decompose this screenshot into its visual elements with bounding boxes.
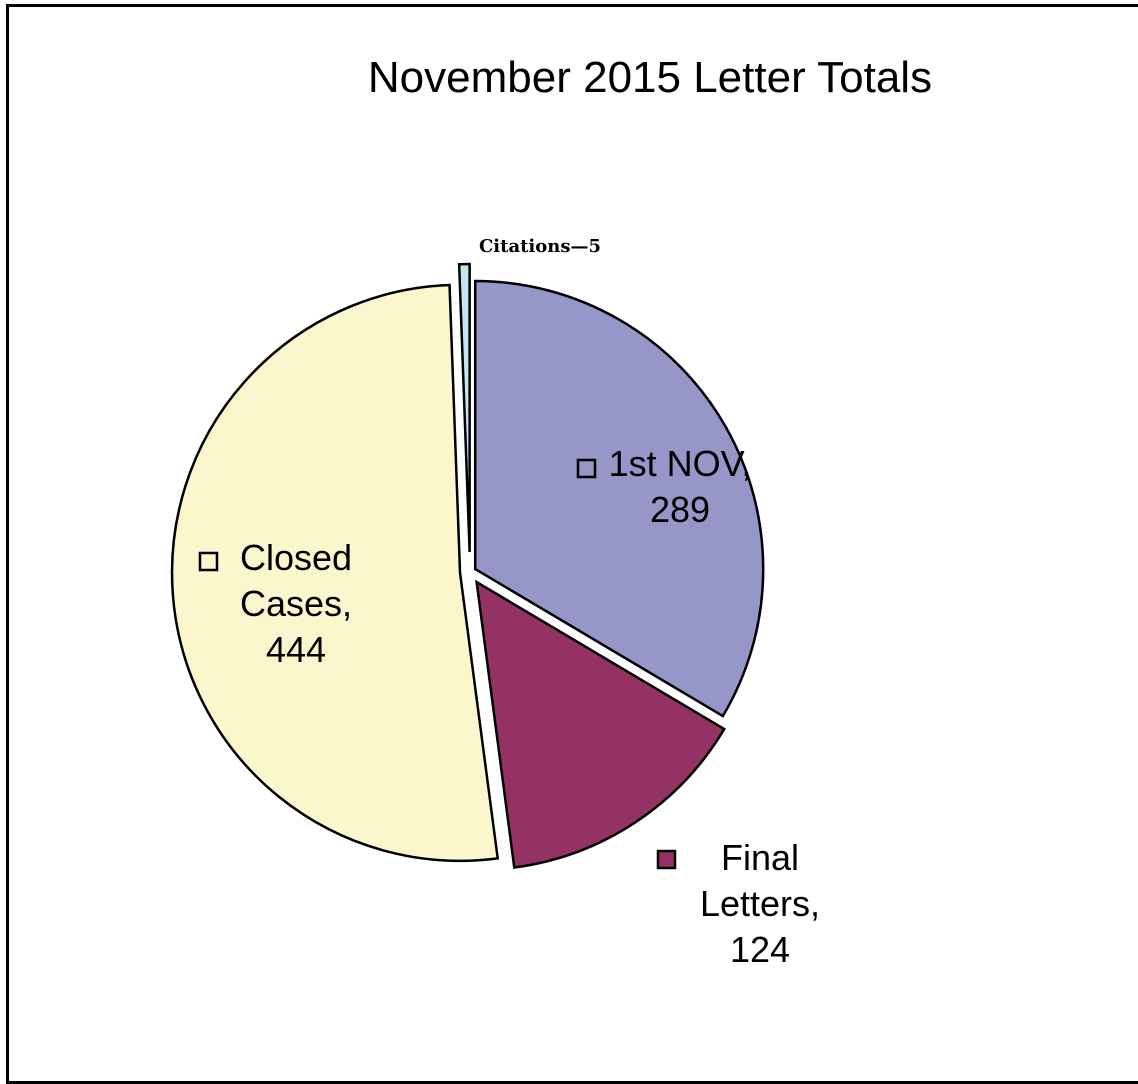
pie-slice-1st-nov [473,279,765,718]
data-label: Cases, [240,583,352,624]
legend-key-icon [198,551,219,572]
data-label: Letters, [700,883,820,924]
legend-key-icon [656,849,677,870]
pie-slices [170,262,765,869]
pie-chart: November 2015 Letter Totals 1st NOV, 289 F… [170,53,932,970]
data-label: Citations—5 [479,236,601,257]
pie-slice-closed-cases [170,283,500,863]
data-label: 444 [266,629,326,670]
chart-title: November 2015 Letter Totals [368,53,932,102]
data-label: Closed [240,537,352,578]
pie-labels: 1st NOV, 289 Final Letters, 124 Closed Cases, 4… [198,236,820,970]
data-label: 289 [650,489,710,530]
pie-slice-citations [457,262,471,553]
data-label: 124 [730,929,790,970]
pie-slice-final-letters [475,579,726,869]
data-label: 1st NOV, [609,443,752,484]
data-label: Final [721,837,799,878]
legend-key-icon [576,458,597,479]
